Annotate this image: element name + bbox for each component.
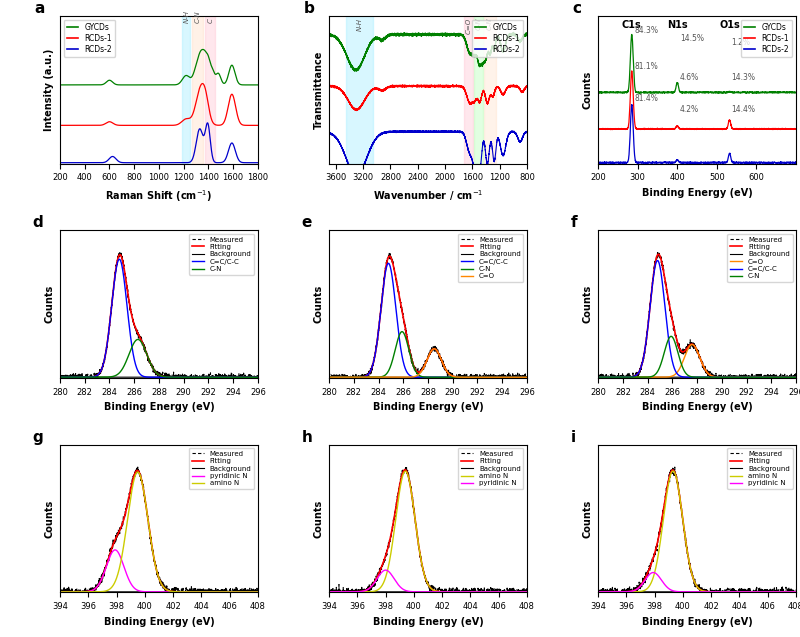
- Legend: Measured, Fitting, Background, C=C/C-C, C-N, C=O: Measured, Fitting, Background, C=C/C-C, …: [458, 234, 523, 282]
- Text: c: c: [573, 1, 582, 16]
- Text: g: g: [32, 429, 43, 445]
- Bar: [192, 16, 203, 164]
- Y-axis label: Counts: Counts: [582, 499, 593, 538]
- X-axis label: Binding Energy (eV): Binding Energy (eV): [103, 617, 214, 627]
- Y-axis label: Intensity (a.u.): Intensity (a.u.): [45, 48, 54, 131]
- Text: e: e: [302, 215, 312, 231]
- Bar: [182, 16, 190, 164]
- Text: N1s: N1s: [667, 20, 688, 30]
- Y-axis label: Transmittance: Transmittance: [314, 51, 323, 129]
- Text: i: i: [570, 429, 575, 445]
- Legend: Measured, Fitting, Background, amino N, pyridinic N: Measured, Fitting, Background, amino N, …: [727, 448, 793, 489]
- Y-axis label: Counts: Counts: [45, 499, 54, 538]
- Text: 81.1%: 81.1%: [634, 62, 658, 71]
- Bar: [464, 16, 473, 164]
- Text: d: d: [32, 215, 43, 231]
- X-axis label: Binding Energy (eV): Binding Energy (eV): [642, 617, 753, 627]
- Legend: GYCDs, RCDs-1, RCDs-2: GYCDs, RCDs-1, RCDs-2: [472, 20, 523, 57]
- Legend: GYCDs, RCDs-1, RCDs-2: GYCDs, RCDs-1, RCDs-2: [64, 20, 115, 57]
- Text: C-N: C-N: [195, 10, 201, 23]
- Legend: Measured, Fitting, Background, pyridinic N, amino N: Measured, Fitting, Background, pyridinic…: [189, 448, 254, 489]
- Y-axis label: Counts: Counts: [582, 71, 593, 109]
- X-axis label: Binding Energy (eV): Binding Energy (eV): [642, 188, 753, 198]
- Y-axis label: Counts: Counts: [45, 285, 54, 324]
- Bar: [206, 16, 215, 164]
- X-axis label: Binding Energy (eV): Binding Energy (eV): [642, 403, 753, 412]
- Bar: [474, 16, 483, 164]
- Text: b: b: [303, 1, 314, 16]
- Text: C=O: C=O: [466, 18, 472, 34]
- Legend: Measured, Fitting, Background, C=C/C-C, C-N: Measured, Fitting, Background, C=C/C-C, …: [189, 234, 254, 275]
- X-axis label: Raman Shift (cm$^{-1}$): Raman Shift (cm$^{-1}$): [106, 188, 213, 204]
- Y-axis label: Counts: Counts: [314, 499, 323, 538]
- Text: 14.5%: 14.5%: [680, 34, 704, 43]
- X-axis label: Binding Energy (eV): Binding Energy (eV): [373, 617, 483, 627]
- Legend: GYCDs, RCDs-1, RCDs-2: GYCDs, RCDs-1, RCDs-2: [741, 20, 792, 57]
- Text: C: C: [207, 18, 214, 23]
- Text: N-H: N-H: [357, 18, 362, 31]
- Text: N-H: N-H: [183, 10, 190, 23]
- Text: h: h: [302, 429, 312, 445]
- Text: C-N: C-N: [486, 18, 493, 30]
- Legend: Measured, Fitting, Background, C=O, C=C/C-C, C-N: Measured, Fitting, Background, C=O, C=C/…: [727, 234, 793, 282]
- Text: 4.2%: 4.2%: [680, 104, 699, 113]
- Text: 81.4%: 81.4%: [634, 94, 658, 103]
- X-axis label: Binding Energy (eV): Binding Energy (eV): [373, 403, 483, 412]
- Text: 1.2%: 1.2%: [731, 38, 750, 47]
- Text: 84.3%: 84.3%: [634, 26, 658, 35]
- X-axis label: Wavenumber / cm$^{-1}$: Wavenumber / cm$^{-1}$: [373, 188, 483, 203]
- Text: C1s: C1s: [622, 20, 642, 30]
- Text: O1s: O1s: [719, 20, 740, 30]
- Text: f: f: [570, 215, 577, 231]
- Text: C-N: C-N: [475, 18, 482, 30]
- Legend: Measured, Fitting, Background, amino N, pyridinic N: Measured, Fitting, Background, amino N, …: [458, 448, 523, 489]
- X-axis label: Binding Energy (eV): Binding Energy (eV): [103, 403, 214, 412]
- Text: 14.4%: 14.4%: [731, 104, 755, 113]
- Bar: [346, 16, 374, 164]
- Y-axis label: Counts: Counts: [314, 285, 323, 324]
- Text: 14.3%: 14.3%: [731, 73, 755, 82]
- Text: 4.6%: 4.6%: [680, 73, 699, 82]
- Y-axis label: Counts: Counts: [582, 285, 593, 324]
- Text: a: a: [34, 1, 45, 16]
- Bar: [484, 16, 495, 164]
